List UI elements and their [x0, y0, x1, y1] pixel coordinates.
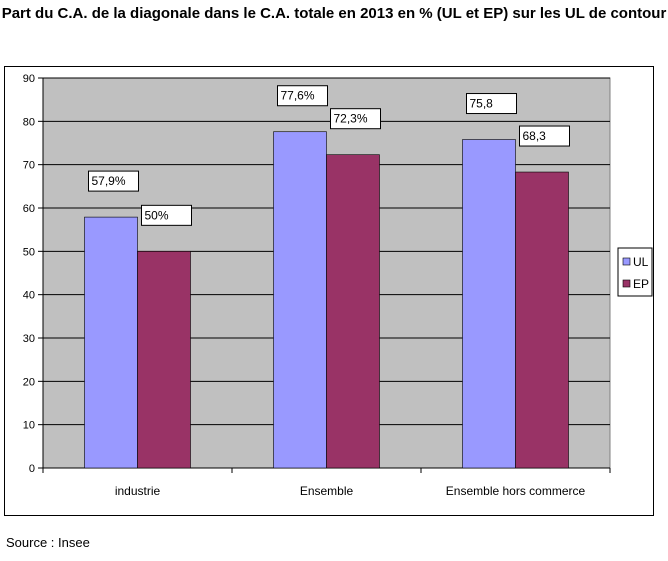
data-label: 50%	[145, 208, 169, 222]
y-tick-label: 60	[23, 203, 35, 215]
y-tick-label: 70	[23, 160, 35, 172]
data-label-box	[466, 93, 517, 115]
bar-ep	[326, 154, 380, 469]
y-tick-label: 80	[23, 116, 35, 128]
category-label: Ensemble	[300, 484, 354, 498]
bar-chart: 0 10 20 30 40 50 60 70 80 90 57,9% 50% industrie 77,6…	[23, 73, 653, 498]
legend-label-ul: UL	[633, 255, 649, 269]
data-label-box	[141, 204, 192, 226]
category-label: industrie	[115, 484, 161, 498]
bar-ep	[137, 251, 191, 469]
category-label: Ensemble hors commerce	[446, 484, 586, 498]
data-label-box	[519, 125, 570, 147]
y-tick-label: 0	[29, 463, 35, 475]
y-tick-label: 30	[23, 333, 35, 345]
chart-title: Part du C.A. de la diagonale dans le C.A…	[1, 5, 667, 22]
source-note: Source : Insee	[6, 535, 90, 550]
bar-ep	[515, 171, 569, 469]
legend	[617, 247, 653, 297]
y-tick-label: 10	[23, 420, 35, 432]
legend-swatch-ep	[622, 279, 631, 288]
data-label: 75,8	[470, 97, 494, 111]
data-label: 77,6%	[281, 89, 315, 103]
data-label: 57,9%	[92, 174, 126, 188]
data-label: 72,3%	[334, 112, 368, 126]
chart-frame: 0 10 20 30 40 50 60 70 80 90 57,9% 50% industrie 77,6…	[4, 66, 654, 516]
bar-ul	[462, 139, 516, 469]
y-tick-label: 50	[23, 246, 35, 258]
data-label-box	[277, 85, 328, 107]
data-label-box	[330, 108, 381, 130]
legend-label-ep: EP	[633, 277, 649, 291]
y-tick-label: 40	[23, 290, 35, 302]
legend-swatch-ul	[622, 257, 631, 266]
data-label: 68,3	[523, 129, 547, 143]
bar-ul	[273, 131, 327, 469]
data-label-box	[88, 170, 139, 192]
bar-ul	[84, 216, 138, 469]
y-tick-label: 90	[23, 73, 35, 85]
y-tick-label: 20	[23, 376, 35, 388]
